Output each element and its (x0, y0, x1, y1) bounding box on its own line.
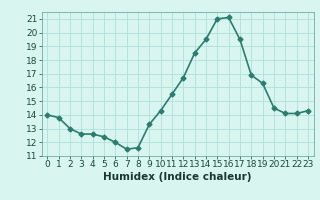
X-axis label: Humidex (Indice chaleur): Humidex (Indice chaleur) (103, 172, 252, 182)
